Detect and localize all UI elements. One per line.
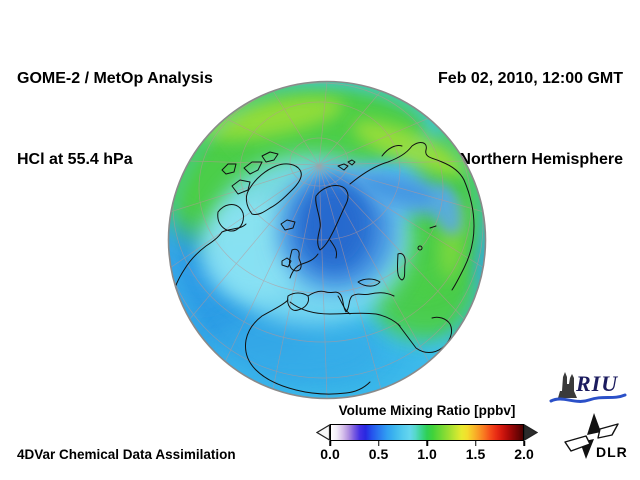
colorbar-labels: 0.0 0.5 1.0 1.5 2.0 <box>320 446 533 462</box>
tick-label: 2.0 <box>514 446 534 462</box>
title-block: GOME-2 / MetOp Analysis HCl at 55.4 hPa <box>17 11 213 227</box>
colorbar-left-arrow-icon <box>316 424 330 441</box>
tick-label: 1.0 <box>417 446 437 462</box>
tick-mark <box>474 441 477 446</box>
dlr-logo-text: DLR <box>596 444 628 460</box>
colorbar-title: Volume Mixing Ratio [ppbv] <box>338 403 516 418</box>
colorbar-right-arrow-icon <box>524 424 538 441</box>
colorbar-ticks <box>329 441 525 446</box>
tick-mark <box>426 441 428 446</box>
colorbar-gradient <box>330 424 524 441</box>
riu-logo-text: RIU <box>576 371 619 396</box>
credits-block: 4DVar Chemical Data Assimilation SACADA … <box>17 399 236 480</box>
riu-logo: RIU <box>549 370 629 408</box>
hemisphere-label: Northern Hemisphere <box>459 151 623 168</box>
meridians <box>169 81 485 399</box>
analysis-title: GOME-2 / MetOp Analysis <box>17 70 213 87</box>
datetime-block: Feb 02, 2010, 12:00 GMT Northern Hemisph… <box>438 11 623 227</box>
tick-label: 1.5 <box>465 446 486 462</box>
coastlines <box>168 142 475 395</box>
colorbar <box>316 424 538 441</box>
globe-rim <box>167 80 487 400</box>
dlr-logo: DLR <box>562 411 628 461</box>
credit-line-1: 4DVar Chemical Data Assimilation <box>17 446 236 462</box>
graticule <box>168 81 485 399</box>
species-level: HCl at 55.4 hPa <box>17 151 133 168</box>
tick-mark <box>329 441 331 446</box>
datetime-label: Feb 02, 2010, 12:00 GMT <box>438 70 623 87</box>
tick-mark <box>523 441 525 446</box>
riu-cathedral-wave-icon <box>549 372 627 403</box>
dlr-emblem-icon <box>564 413 619 459</box>
tick-label: 0.5 <box>368 446 389 462</box>
mixing-ratio-field <box>168 81 486 399</box>
tick-label: 0.0 <box>320 446 340 462</box>
tick-mark <box>377 441 380 446</box>
